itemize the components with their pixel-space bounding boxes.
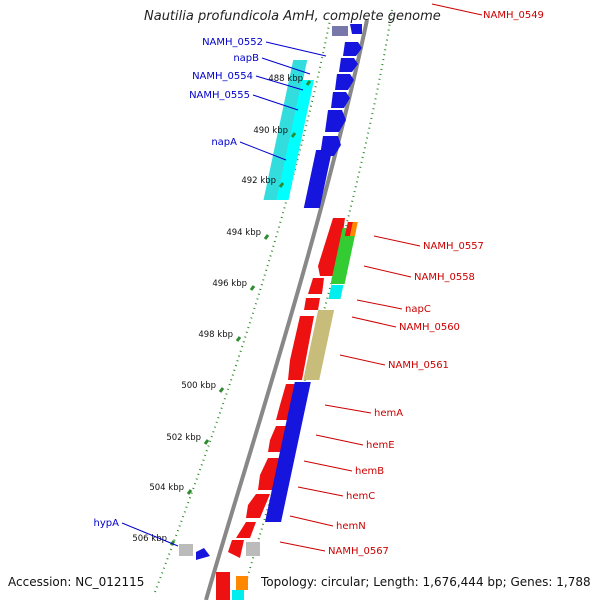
gene-block-gray [332,26,348,36]
tick-label: 498 kbp [198,330,233,340]
gene-label-leader [356,299,403,310]
gene-label: NAMH_0560 [399,322,460,333]
gene-arrow-blue [335,74,354,90]
tick-label: 506 kbp [132,534,167,544]
gene-block-cyan [328,285,344,299]
gene-label-leader [324,404,372,414]
gene-block-orange [236,576,248,590]
gene-block-blue [303,150,333,208]
inner-dotted-ring [242,9,393,593]
tick-label: 502 kbp [166,433,201,443]
tick-label: 494 kbp [226,228,261,238]
map-title: Nautilia profundicola AmH, complete geno… [144,9,441,24]
gene-cluster-middle [228,218,358,558]
gene-label: NAMH_0558 [414,272,475,283]
tick-layer: 488 kbp 490 kbp 492 kbp 494 kbp 496 kbp 498 k… [132,74,312,546]
backbone-line [204,19,369,600]
gene-label: hemB [355,466,384,477]
gene-label: hemN [336,521,366,532]
gene-label: hemC [346,491,375,502]
gene-block-cyan [276,80,314,200]
tick-mark [186,489,193,495]
gene-label-leader [289,515,334,527]
gene-label-leader [279,541,326,552]
gene-label: hypA [94,518,120,529]
gene-label: NAMH_0555 [189,90,250,101]
gene-label: napA [211,137,237,148]
tick-mark [169,540,176,546]
gene-arrow-red [228,540,244,558]
gene-cluster-top [263,24,362,208]
gene-label: napB [233,53,259,64]
tick-label: 496 kbp [212,279,247,289]
gene-arrow-red [288,316,314,380]
gene-label-leader [252,94,299,111]
gene-block-tan [303,310,335,380]
gene-arrow-blue [350,24,362,34]
gene-block-cyan [232,590,244,600]
tick-mark [278,182,285,188]
tick-label: 504 kbp [149,483,184,493]
gene-label: hemE [366,440,395,451]
gene-block-red [216,572,230,600]
gene-label: napC [405,304,431,315]
tick-mark [305,80,312,86]
genome-summary-text: Topology: circular; Length: 1,676,444 bp… [261,575,591,589]
gene-block-red [344,222,353,236]
gene-label: NAMH_0567 [328,546,389,557]
gene-cluster-bottom [179,542,260,600]
gene-label: NAMH_0557 [423,241,484,252]
gene-arrow-blue [343,42,362,56]
gene-label-leader [239,141,287,161]
tick-mark [218,387,225,393]
tick-mark [263,234,270,240]
tick-label: 488 kbp [268,74,303,84]
leader-layer [121,3,483,552]
tick-mark [290,132,297,138]
gene-label-leader [265,41,327,57]
accession-text: Accession: NC_012115 [8,575,145,589]
gene-arrow-blue [320,136,341,156]
gene-label-leader [297,486,344,497]
gene-label-leader [315,434,364,446]
tick-mark [203,439,210,445]
gene-label-leader [261,57,311,75]
gene-arrow-blue [339,58,358,72]
gene-label-leader [339,354,386,366]
gene-arrow-red [308,278,324,294]
gene-arrow-blue [331,92,350,108]
gene-label: NAMH_0554 [192,71,253,82]
gene-label-leader [363,265,412,278]
gene-label-leader [431,3,483,16]
gene-arrow-red [236,522,256,538]
gene-block-gray [246,542,260,556]
gene-block-gray [179,544,193,556]
tick-label: 490 kbp [253,126,288,136]
gene-label: hemA [374,408,403,419]
gene-arrow-red [258,458,282,490]
gene-block-blue [265,382,311,522]
gene-label-leader [121,522,179,547]
gene-label-leader [373,235,421,247]
gene-label: NAMH_0552 [202,37,263,48]
gene-label-leader [255,75,304,91]
gene-arrow-blue [196,548,210,560]
gene-arrow-red [304,298,320,310]
tick-mark [235,336,242,342]
gene-label: NAMH_0549 [483,10,544,21]
gene-block-cyan [263,60,308,200]
gene-arrow-blue [325,110,346,132]
gene-arrow-red [246,494,270,518]
gene-label-leader [303,460,353,472]
tick-mark [249,285,256,291]
gene-label: NAMH_0561 [388,360,449,371]
tick-label: 492 kbp [241,176,276,186]
gene-label-leader [351,316,397,328]
label-layer: NAMH_0549 NAMH_0552 napB NAMH_0554 NAMH_0555… [94,10,544,557]
tick-label: 500 kbp [181,381,216,391]
gene-block-green [330,228,357,284]
